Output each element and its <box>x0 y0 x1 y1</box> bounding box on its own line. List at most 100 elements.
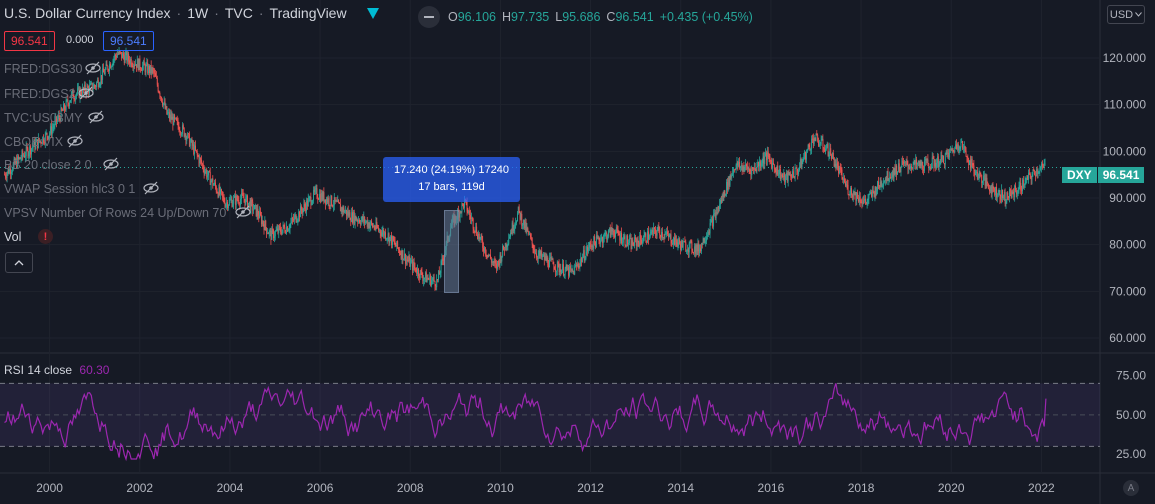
candle-body <box>41 143 43 144</box>
candle-body <box>511 222 513 234</box>
indicator-vwap[interactable]: VWAP Session hlc3 0 1 <box>4 182 136 196</box>
candle-body <box>727 176 729 190</box>
eye-crossed-icon[interactable] <box>66 133 84 149</box>
candle-body <box>505 243 507 248</box>
candle-body <box>759 161 761 167</box>
indicator-fred-dgs2[interactable]: FRED:DGS2 <box>4 87 76 101</box>
candle-body <box>996 187 997 198</box>
candle-body <box>800 159 802 167</box>
candle-body <box>215 186 217 192</box>
candle-body <box>539 251 541 256</box>
candle-body <box>938 165 940 168</box>
candle-body <box>528 230 530 235</box>
candle-body <box>631 240 633 249</box>
candle-body <box>696 244 698 252</box>
candle-body <box>417 268 419 274</box>
candle-body <box>346 209 347 216</box>
time-axis-label: 2014 <box>667 481 694 495</box>
indicator-tvc-us03my[interactable]: TVC:US03MY <box>4 111 83 125</box>
candle-body <box>585 251 587 259</box>
flag-icon[interactable] <box>366 7 379 19</box>
candle-body <box>624 236 626 245</box>
buy-button[interactable]: 96.541 <box>103 31 154 51</box>
candle-body <box>884 178 886 181</box>
candle-body <box>529 234 531 236</box>
open-value: 96.106 <box>457 10 496 24</box>
candle-body <box>517 206 519 214</box>
indicator-bb[interactable]: BB 20 close 2 0 <box>4 158 92 172</box>
candle-body <box>853 191 855 196</box>
candle-body <box>186 137 188 141</box>
candle-body <box>842 179 844 181</box>
candle-body <box>398 249 400 254</box>
legend-separator: · <box>214 5 219 21</box>
candle-body <box>996 196 998 198</box>
candle-body <box>926 159 928 161</box>
eye-crossed-icon[interactable] <box>87 109 105 125</box>
candle-body <box>377 227 379 229</box>
currency-selector[interactable]: USD <box>1107 5 1145 24</box>
candle-body <box>912 164 914 170</box>
indicator-vpsv[interactable]: VPSV Number Of Rows 24 Up/Down 70 <box>4 206 227 220</box>
candle-body <box>476 226 478 235</box>
collapse-legend-button[interactable] <box>5 252 33 273</box>
candle-body <box>103 68 104 73</box>
candle-body <box>728 176 730 186</box>
candle-body <box>61 107 63 111</box>
candle-body <box>416 271 418 274</box>
candle-body <box>83 84 85 90</box>
indicator-fred-dgs30[interactable]: FRED:DGS30 <box>4 62 83 76</box>
candle-body <box>427 278 429 279</box>
indicator-vol[interactable]: Vol <box>4 230 22 244</box>
eye-crossed-icon[interactable] <box>142 180 160 196</box>
auto-scale-button[interactable]: A <box>1123 480 1139 496</box>
candle-body <box>344 211 346 213</box>
symbol-title[interactable]: U.S. Dollar Currency Index <box>4 5 171 21</box>
candle-body <box>908 167 910 169</box>
candle-body <box>893 168 895 178</box>
indicator-cboe-vix[interactable]: CBOE:VIX <box>4 135 64 149</box>
alert-icon[interactable]: ! <box>38 229 53 244</box>
candle-body <box>899 169 901 173</box>
candle-body <box>799 166 800 171</box>
candle-body <box>384 232 386 236</box>
candle-body <box>928 163 930 169</box>
candle-body <box>933 158 935 167</box>
candle-body <box>657 226 659 231</box>
candle-body <box>277 228 279 233</box>
candle-body <box>753 167 755 170</box>
eye-crossed-icon[interactable] <box>234 204 252 220</box>
candle-body <box>694 246 696 254</box>
candle-body <box>571 268 573 272</box>
interval-label[interactable]: 1W <box>187 5 209 21</box>
candle-body <box>935 162 937 168</box>
eye-crossed-icon[interactable] <box>77 85 95 101</box>
candle-body <box>713 213 715 215</box>
sell-button[interactable]: 96.541 <box>4 31 55 51</box>
candle-body <box>530 237 532 238</box>
candle-body <box>346 211 348 216</box>
eye-crossed-icon[interactable] <box>102 156 120 172</box>
candle-body <box>16 159 18 168</box>
candle-body <box>434 281 436 287</box>
candle-body <box>998 190 1000 192</box>
candle-body <box>838 167 840 174</box>
candle-body <box>310 197 312 205</box>
candle-body <box>57 118 58 122</box>
candle-body <box>295 214 297 222</box>
candle-body <box>388 233 390 243</box>
chevron-up-icon <box>14 259 24 265</box>
rsi-legend[interactable]: RSI 14 close 60.30 <box>4 363 109 377</box>
candle-body <box>841 169 843 180</box>
measure-selection[interactable] <box>444 210 459 293</box>
eye-crossed-icon[interactable] <box>84 60 102 76</box>
candle-body <box>407 260 409 262</box>
candle-body <box>755 169 757 171</box>
candle-body <box>433 277 435 282</box>
candle-body <box>796 167 798 172</box>
candle-body <box>235 195 237 205</box>
candle-body <box>797 171 799 175</box>
candle-body <box>359 222 361 225</box>
hide-icon[interactable] <box>418 6 440 28</box>
